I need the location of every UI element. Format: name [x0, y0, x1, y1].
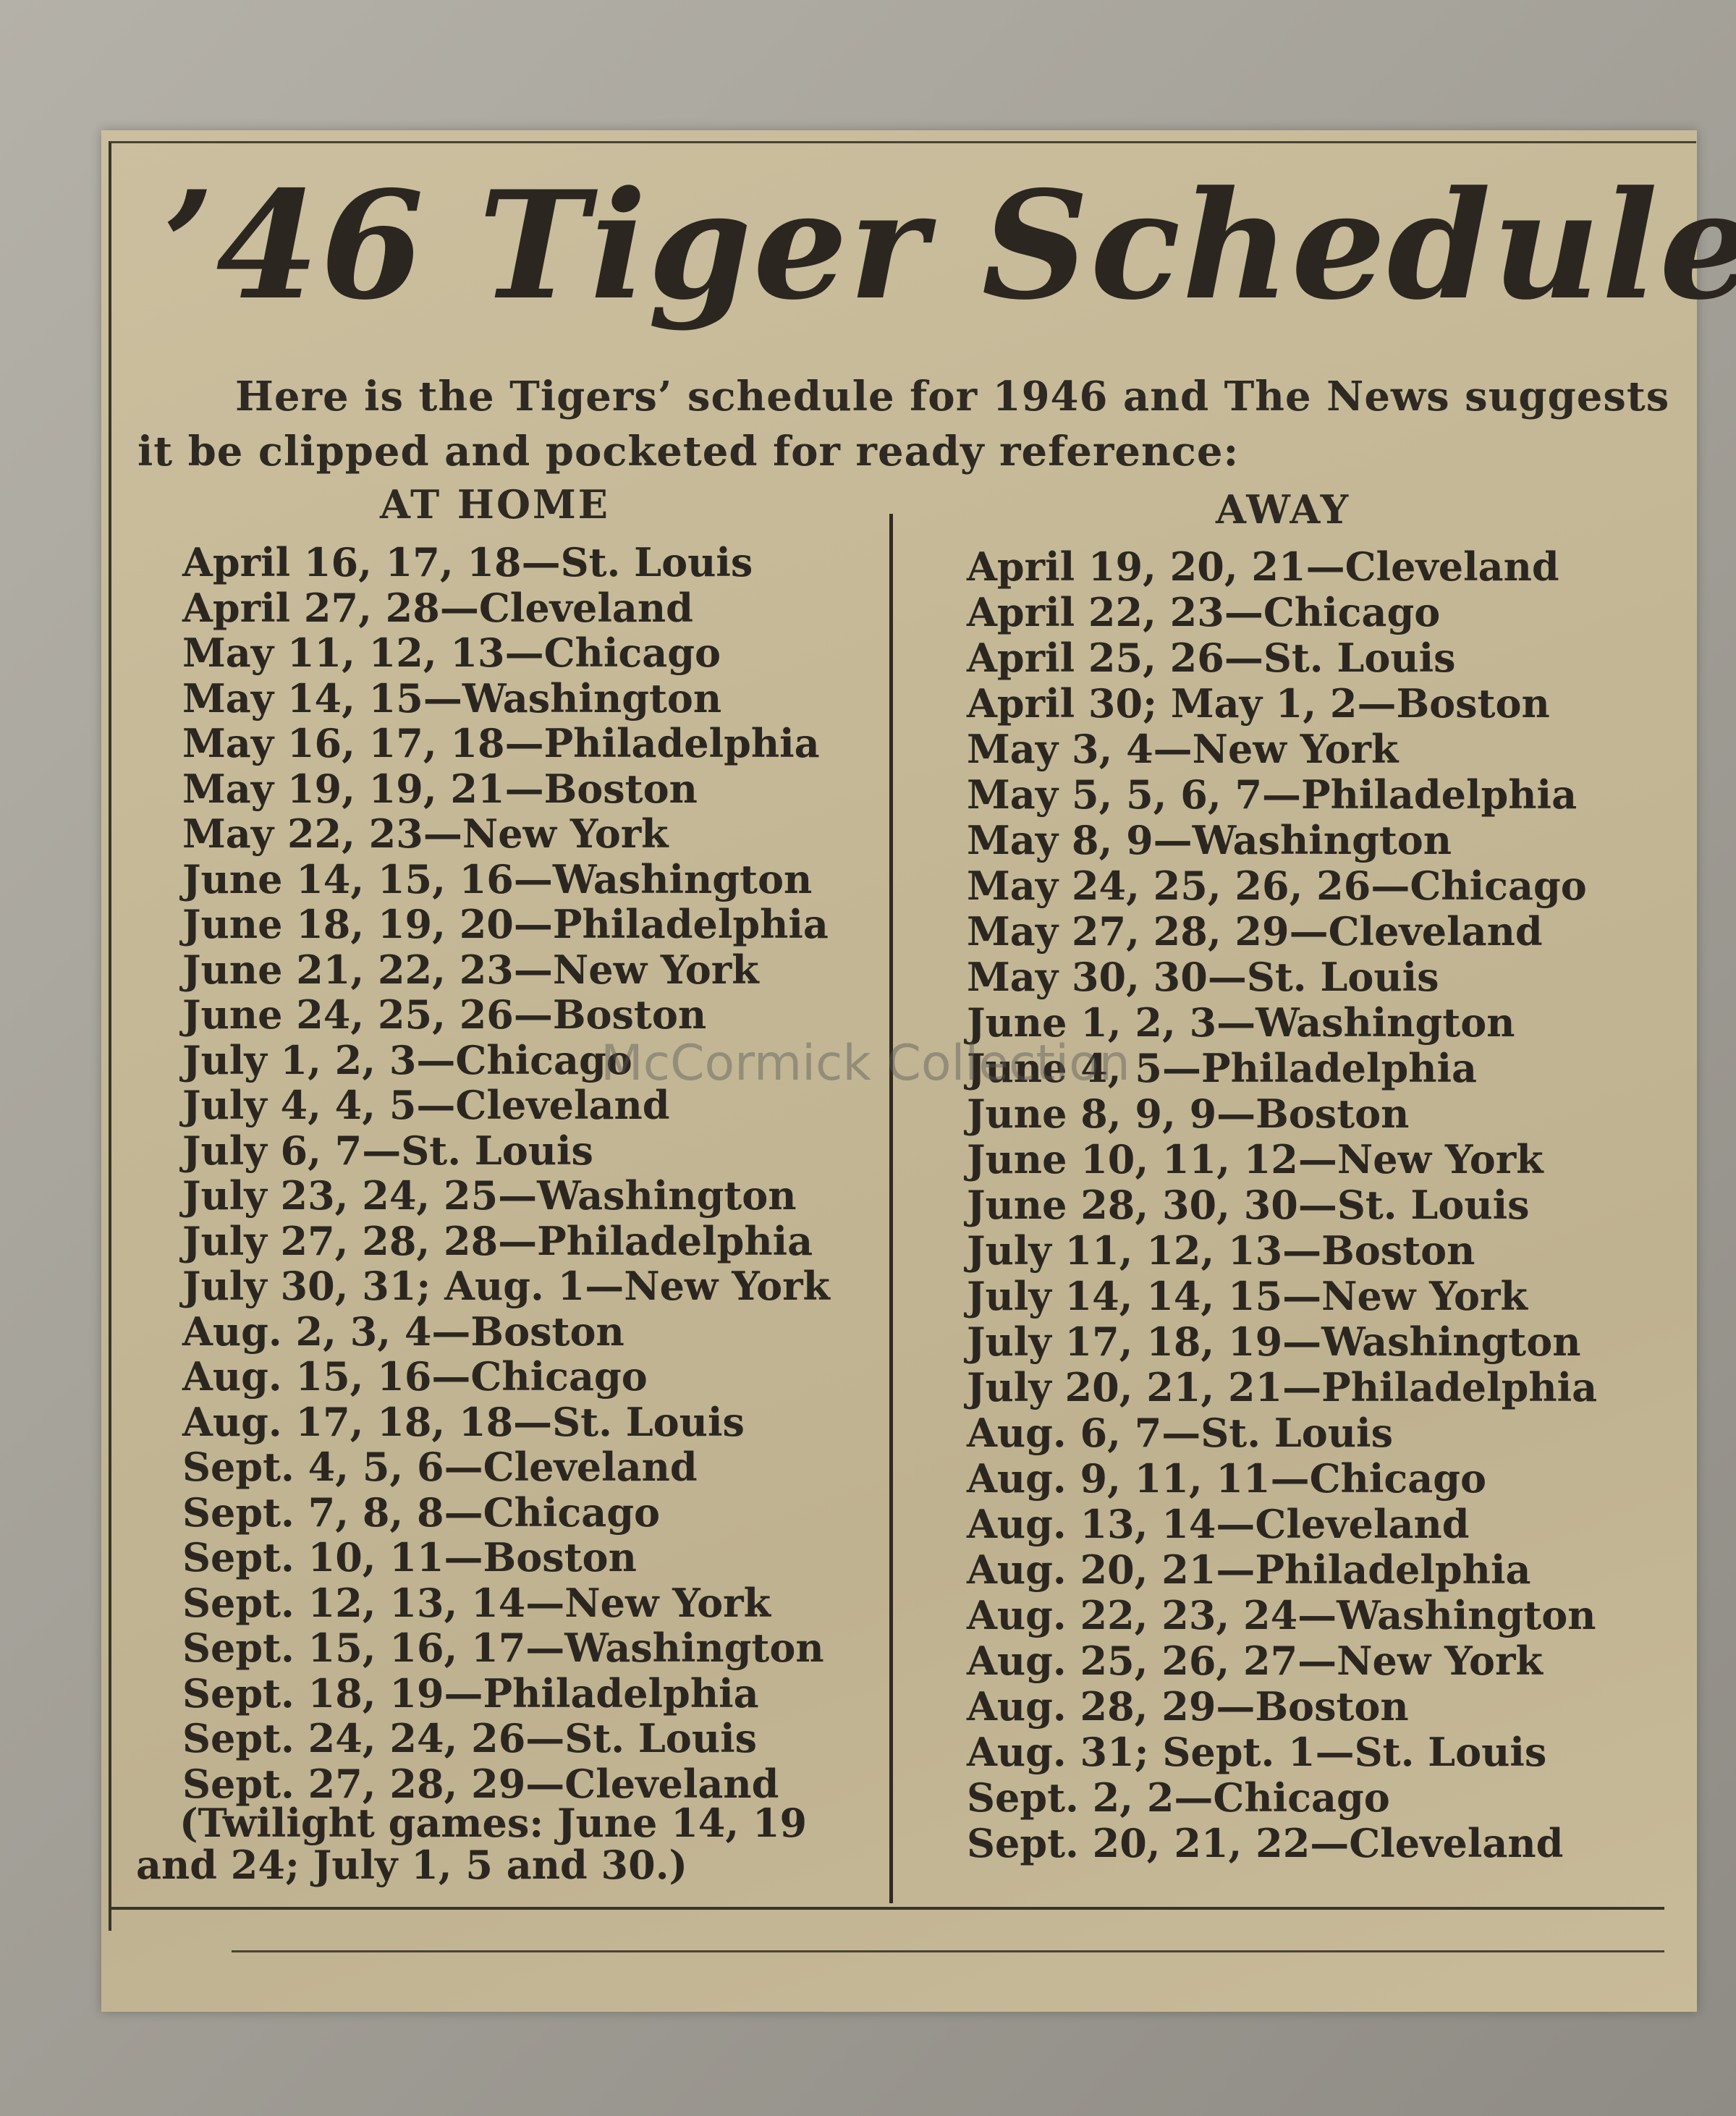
clipping-border	[109, 141, 1696, 1931]
schedule-entry: May 30, 30—St. Louis	[967, 954, 1439, 1000]
schedule-entry: May 22, 23—New York	[182, 811, 669, 857]
schedule-entry: Aug. 15, 16—Chicago	[182, 1353, 648, 1400]
away-games-list: April 19, 20, 21—Cleveland April 22, 23—C…	[967, 544, 1597, 1866]
schedule-entry: May 14, 15—Washington	[182, 674, 722, 721]
schedule-entry: Aug. 17, 18, 18—St. Louis	[182, 1398, 745, 1445]
schedule-entry: May 16, 17, 18—Philadelphia	[182, 720, 820, 766]
schedule-entry: April 19, 20, 21—Cleveland	[967, 543, 1559, 590]
schedule-entry: Sept. 20, 21, 22—Cleveland	[967, 1820, 1564, 1866]
column-divider	[889, 514, 893, 1903]
schedule-entry: July 6, 7—St. Louis	[182, 1127, 593, 1174]
home-heading: AT HOME	[380, 481, 610, 528]
schedule-entry: Sept. 15, 16, 17—Washington	[182, 1625, 824, 1671]
schedule-entry: Aug. 20, 21—Philadelphia	[967, 1546, 1531, 1593]
schedule-entry: Sept. 18, 19—Philadelphia	[182, 1669, 759, 1717]
schedule-entry: June 18, 19, 20—Philadelphia	[182, 901, 829, 947]
schedule-entry: Sept. 12, 13, 14—New York	[182, 1579, 771, 1626]
schedule-entry: June 21, 22, 23—New York	[182, 946, 759, 993]
schedule-entry: June 1, 2, 3—Washington	[967, 999, 1515, 1046]
schedule-entry: Aug. 22, 23, 24—Washington	[967, 1592, 1596, 1638]
schedule-entry: June 10, 11, 12—New York	[967, 1136, 1544, 1182]
schedule-entry: May 27, 28, 29—Cleveland	[967, 908, 1543, 955]
schedule-entry: Sept. 10, 11—Boston	[182, 1534, 637, 1580]
schedule-entry: May 11, 12, 13—Chicago	[182, 630, 721, 676]
schedule-entry: June 8, 9, 9—Boston	[967, 1091, 1410, 1137]
schedule-entry: May 19, 19, 21—Boston	[182, 765, 698, 812]
schedule-entry: July 11, 12, 13—Boston	[967, 1227, 1475, 1274]
schedule-entry: July 20, 21, 21—Philadelphia	[967, 1364, 1598, 1410]
schedule-entry: May 3, 4—New York	[967, 726, 1399, 772]
schedule-entry: June 14, 15, 16—Washington	[182, 855, 813, 902]
schedule-entry: Sept. 2, 2—Chicago	[967, 1774, 1390, 1821]
bottom-rule-secondary	[232, 1950, 1664, 1952]
schedule-entry: May 5, 5, 6, 7—Philadelphia	[967, 771, 1578, 818]
newspaper-clipping	[101, 130, 1697, 2012]
schedule-entry: July 30, 31; Aug. 1—New York	[182, 1263, 830, 1309]
watermark: McCormick Collection	[601, 1035, 1130, 1092]
schedule-entry: June 24, 25, 26—Boston	[182, 991, 707, 1038]
schedule-entry: July 27, 28, 28—Philadelphia	[182, 1217, 813, 1264]
schedule-entry: April 27, 28—Cleveland	[182, 584, 693, 631]
intro-paragraph: Here is the Tigers’ schedule for 1946 an…	[137, 373, 1670, 475]
schedule-entry: April 25, 26—St. Louis	[967, 635, 1456, 681]
schedule-entry: July 4, 4, 5—Cleveland	[182, 1082, 670, 1128]
schedule-entry: April 22, 23—Chicago	[967, 589, 1441, 635]
schedule-entry: Aug. 13, 14—Cleveland	[967, 1501, 1470, 1547]
schedule-entry: Sept. 4, 5, 6—Cleveland	[182, 1444, 698, 1490]
twilight-note: (Twilight games: June 14, 19 and 24; Jul…	[136, 1800, 808, 1888]
schedule-entry: July 17, 18, 19—Washington	[967, 1319, 1581, 1365]
headline: ’46 Tiger Schedule	[163, 159, 1736, 333]
schedule-entry: Sept. 27, 28, 29—Cleveland	[182, 1760, 779, 1807]
schedule-entry: June 4, 5—Philadelphia	[967, 1045, 1478, 1091]
schedule-entry: Aug. 2, 3, 4—Boston	[182, 1308, 624, 1355]
schedule-entry: Aug. 9, 11, 11—Chicago	[967, 1455, 1486, 1502]
schedule-entry: May 24, 25, 26, 26—Chicago	[967, 863, 1587, 909]
home-games-list: April 16, 17, 18—St. Louis April 27, 28—C…	[182, 540, 830, 1806]
schedule-entry: Aug. 28, 29—Boston	[967, 1683, 1409, 1730]
schedule-entry: Aug. 25, 26, 27—New York	[967, 1638, 1543, 1684]
schedule-entry: May 8, 9—Washington	[967, 817, 1452, 863]
schedule-entry: July 23, 24, 25—Washington	[182, 1172, 797, 1219]
schedule-entry: April 30; May 1, 2—Boston	[967, 680, 1550, 727]
schedule-entry: June 28, 30, 30—St. Louis	[967, 1182, 1530, 1228]
schedule-entry: Aug. 31; Sept. 1—St. Louis	[967, 1729, 1547, 1775]
bottom-rule	[109, 1907, 1664, 1910]
schedule-entry: April 16, 17, 18—St. Louis	[182, 539, 753, 585]
schedule-entry: July 14, 14, 15—New York	[967, 1273, 1528, 1319]
away-heading: AWAY	[1216, 486, 1351, 533]
schedule-entry: Sept. 7, 8, 8—Chicago	[182, 1489, 660, 1536]
schedule-entry: Aug. 6, 7—St. Louis	[967, 1410, 1393, 1456]
schedule-entry: July 1, 2, 3—Chicago	[182, 1036, 632, 1083]
schedule-entry: Sept. 24, 24, 26—St. Louis	[182, 1715, 757, 1761]
